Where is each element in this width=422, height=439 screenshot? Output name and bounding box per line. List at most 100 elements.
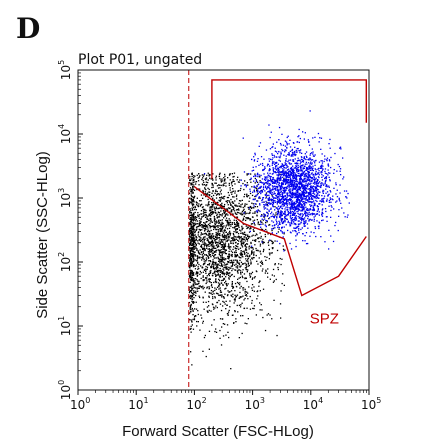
event-dot — [286, 144, 288, 146]
event-dot — [292, 214, 294, 216]
event-dot — [299, 163, 301, 165]
event-dot — [208, 195, 211, 197]
event-dot — [220, 262, 222, 264]
event-dot — [207, 300, 210, 303]
event-dot — [220, 225, 222, 227]
event-dot — [294, 216, 297, 218]
event-dot — [290, 174, 292, 176]
event-dot — [256, 270, 258, 273]
event-dot — [252, 169, 255, 171]
event-dot — [265, 197, 267, 199]
event-dot — [220, 193, 222, 195]
event-dot — [218, 233, 221, 235]
event-dot — [330, 235, 332, 237]
event-dot — [191, 233, 193, 235]
event-dot — [281, 211, 283, 213]
event-dot — [230, 295, 233, 297]
event-dot — [297, 225, 299, 228]
event-dot — [245, 219, 247, 222]
event-dot — [308, 141, 310, 143]
event-dot — [291, 191, 294, 193]
event-dot — [192, 187, 194, 189]
event-dot — [281, 205, 283, 207]
event-dot — [244, 213, 247, 215]
event-dot — [223, 267, 225, 269]
event-dot — [198, 282, 200, 284]
event-dot — [303, 178, 305, 181]
event-dot — [215, 331, 218, 333]
event-dot — [305, 215, 307, 217]
event-dot — [232, 287, 234, 289]
event-dot — [226, 234, 228, 236]
event-dot — [190, 327, 192, 330]
event-dot — [196, 197, 198, 199]
event-dot — [322, 165, 324, 167]
event-dot — [279, 211, 282, 214]
event-dot — [218, 288, 220, 290]
event-dot — [244, 244, 246, 246]
event-dot — [211, 192, 213, 194]
event-dot — [231, 201, 233, 203]
event-dot — [212, 262, 214, 265]
event-dot — [208, 201, 210, 203]
event-dot — [218, 173, 221, 175]
panel-label: D — [16, 12, 41, 45]
event-dot — [191, 234, 194, 237]
event-dot — [304, 198, 306, 200]
event-dot — [298, 183, 300, 185]
event-dot — [206, 281, 208, 283]
event-dot — [202, 250, 204, 253]
event-dot — [225, 268, 227, 270]
event-dot — [193, 243, 195, 246]
event-dot — [337, 163, 339, 166]
event-dot — [284, 216, 286, 218]
event-dot — [268, 180, 271, 182]
event-dot — [222, 256, 224, 259]
event-dot — [252, 239, 254, 241]
event-dot — [191, 307, 193, 310]
event-dot — [324, 170, 326, 173]
event-dot — [235, 254, 237, 257]
event-dot — [300, 199, 302, 201]
event-dot — [347, 214, 349, 216]
event-dot — [217, 201, 219, 204]
event-dot — [209, 227, 211, 229]
event-dot — [291, 203, 293, 205]
event-dot — [276, 232, 278, 235]
event-dot — [194, 280, 196, 282]
event-dot — [276, 222, 278, 224]
event-dot — [206, 225, 208, 227]
event-dot — [302, 164, 304, 166]
event-dot — [247, 265, 249, 267]
event-dot — [339, 146, 342, 148]
event-dot — [274, 206, 276, 208]
event-dot — [339, 168, 342, 170]
event-dot — [270, 213, 272, 215]
event-dot — [247, 260, 249, 263]
event-dot — [232, 206, 235, 208]
event-dot — [215, 305, 217, 307]
event-dot — [268, 252, 271, 254]
event-dot — [219, 228, 221, 230]
event-dot — [283, 203, 285, 205]
event-dot — [261, 309, 263, 311]
event-dot — [328, 201, 331, 203]
event-dot — [212, 265, 214, 268]
event-dot — [273, 179, 275, 181]
event-dot — [202, 276, 204, 278]
event-dot — [300, 196, 302, 198]
event-dot — [197, 212, 199, 214]
event-dot — [228, 255, 231, 258]
event-dot — [218, 214, 221, 216]
event-dot — [268, 202, 270, 204]
event-dot — [302, 181, 304, 183]
event-dot — [265, 222, 267, 224]
event-dot — [247, 217, 250, 220]
event-dot — [295, 180, 297, 183]
event-dot — [281, 222, 283, 224]
event-dot — [299, 150, 301, 152]
event-dot — [228, 227, 231, 229]
event-dot — [271, 252, 273, 254]
event-dot — [273, 275, 275, 277]
event-dot — [280, 178, 282, 180]
